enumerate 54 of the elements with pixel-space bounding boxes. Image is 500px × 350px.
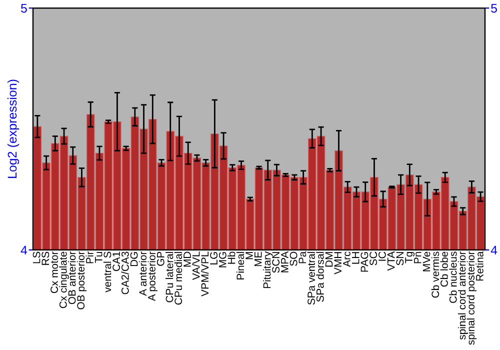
x-tick-label: M (246, 252, 253, 260)
x-tick-label: OB posterior (76, 251, 87, 310)
x-tick-label: CA1 (112, 252, 120, 272)
x-tick-label: DG (130, 252, 138, 266)
x-tick-label: LG (210, 252, 218, 264)
y2-tick-label: 4 (490, 246, 498, 254)
x-tick-label: SCN (272, 252, 280, 273)
x-tick-label: Retina (476, 251, 484, 281)
x-tick-label: A posterior (148, 251, 158, 302)
x-tick-label: Pir (86, 251, 94, 264)
x-tick-label: CA2/CA3 (121, 252, 129, 294)
x-tick-label: Pn (414, 252, 422, 264)
x-tick-label: MG (218, 252, 226, 268)
x-tick-label: LH (352, 252, 360, 264)
x-tick-label: spinal cord posterior (466, 251, 477, 345)
x-tick-label: Pituitary (263, 251, 273, 288)
x-tick-label: Arc (343, 252, 350, 267)
x-tick-label: SPa ventral (307, 252, 315, 305)
x-tick-label: spinal cord anterior (458, 251, 468, 340)
x-tick-label: Cx cingulate (59, 252, 69, 308)
x-tick-label: CPu medial (174, 252, 182, 305)
x-tick-label: VTA (387, 251, 395, 271)
x-tick-label: Pineal (236, 252, 244, 280)
x-tick-label: VMH (334, 252, 342, 274)
x-tick-label: Tu (95, 252, 102, 263)
x-tick-label: GP (156, 252, 164, 266)
x-tick-label: VA/VL (192, 252, 200, 280)
x-tick-label: CPu lateral (166, 252, 174, 302)
x-tick-label: PAG (360, 252, 368, 272)
x-tick-label: SO (290, 252, 298, 266)
x-tick-label: MD (184, 252, 191, 267)
x-tick-label: MPA (281, 251, 288, 272)
x-tick-label: RS (42, 252, 50, 265)
x-tick-label: MVe (422, 252, 430, 272)
x-tick-label: SPa dorsal (316, 252, 324, 302)
x-tick-label: Cb vermis (431, 252, 440, 298)
x-tick-label: Tg (405, 252, 415, 264)
x-tick-label: SN (396, 252, 404, 266)
y2-tick-label: 5 (491, 4, 497, 13)
y-axis-title: Log2 (expression) (7, 80, 20, 178)
x-tick-label: Cb lobe (440, 252, 448, 287)
x-tick-label: IC (378, 252, 386, 261)
x-tick-label: Pa (298, 251, 306, 264)
x-tick-label: VPM/VPL (200, 252, 209, 296)
x-tick-label: DM (325, 252, 333, 267)
x-tick-label: Cb nucleus (449, 252, 457, 303)
x-tick-label: Cx motor (50, 251, 58, 294)
x-tick-label: ventral S (103, 252, 112, 292)
x-tick-label: Hb (228, 252, 236, 264)
x-tick-label: LS (32, 252, 40, 264)
x-tick-label: ME (254, 252, 262, 266)
x-tick-label: SC (370, 252, 378, 266)
x-tick-label: A anterior (138, 251, 147, 296)
x-tick-label: OB anterior (68, 251, 76, 304)
